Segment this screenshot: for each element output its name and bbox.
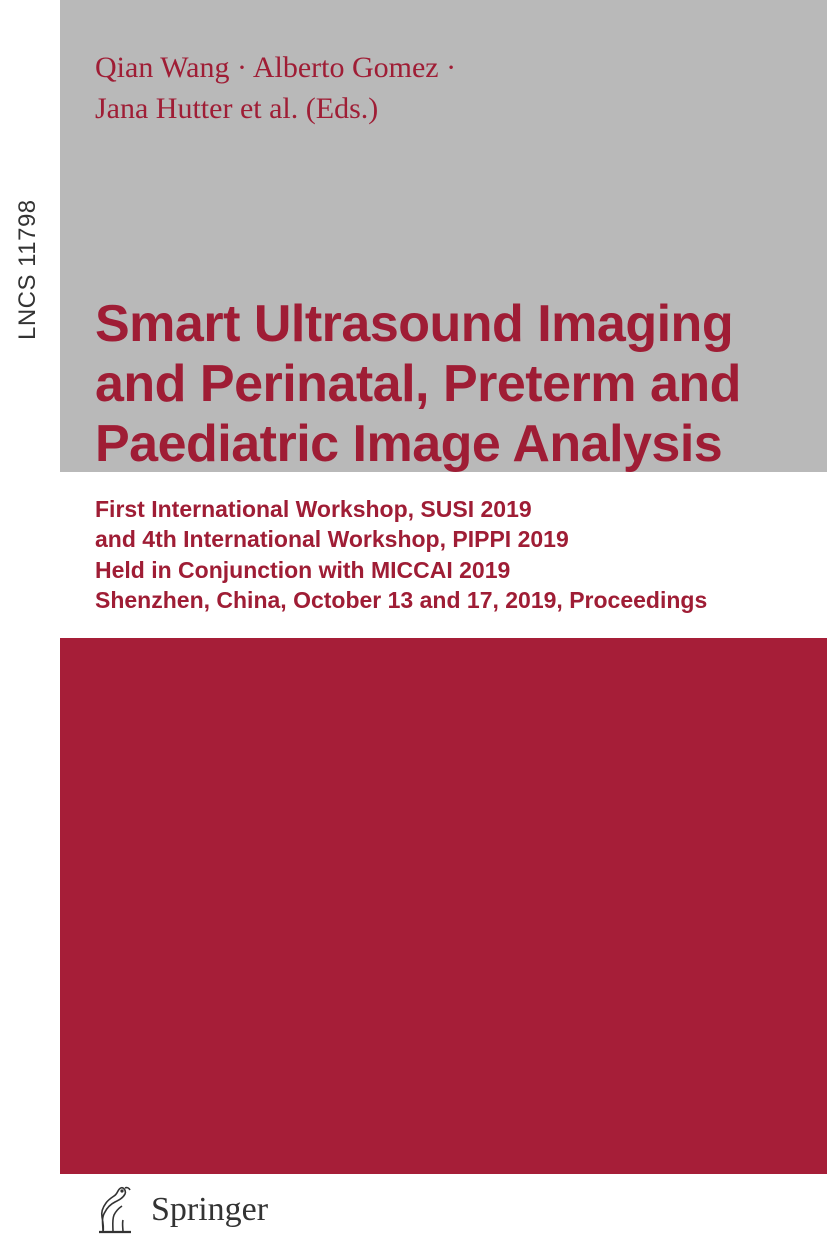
book-cover: LNCS 11798 Qian Wang · Alberto Gomez · J…	[0, 0, 827, 1254]
subtitle-line: Held in Conjunction with MICCAI 2019	[95, 555, 795, 585]
title-line: Smart Ultrasound Imaging	[95, 295, 795, 355]
editors-line: Jana Hutter et al. (Eds.)	[95, 89, 456, 130]
publisher-name: Springer	[151, 1191, 268, 1229]
publisher-block: Springer	[95, 1184, 268, 1236]
title-line: Paediatric Image Analysis	[95, 415, 795, 475]
subtitle-block: First International Workshop, SUSI 2019 …	[95, 494, 795, 615]
red-panel	[60, 638, 827, 1174]
red-left-margin	[0, 638, 60, 1174]
title-line: and Perinatal, Preterm and	[95, 355, 795, 415]
title-block: Smart Ultrasound Imaging and Perinatal, …	[95, 295, 795, 474]
editors-line: Qian Wang · Alberto Gomez ·	[95, 48, 456, 89]
subtitle-line: Shenzhen, China, October 13 and 17, 2019…	[95, 585, 795, 615]
subtitle-line: and 4th International Workshop, PIPPI 20…	[95, 524, 795, 554]
series-label: LNCS 11798	[14, 199, 42, 340]
subtitle-line: First International Workshop, SUSI 2019	[95, 494, 795, 524]
springer-horse-icon	[95, 1184, 137, 1236]
editors-block: Qian Wang · Alberto Gomez · Jana Hutter …	[95, 48, 456, 129]
